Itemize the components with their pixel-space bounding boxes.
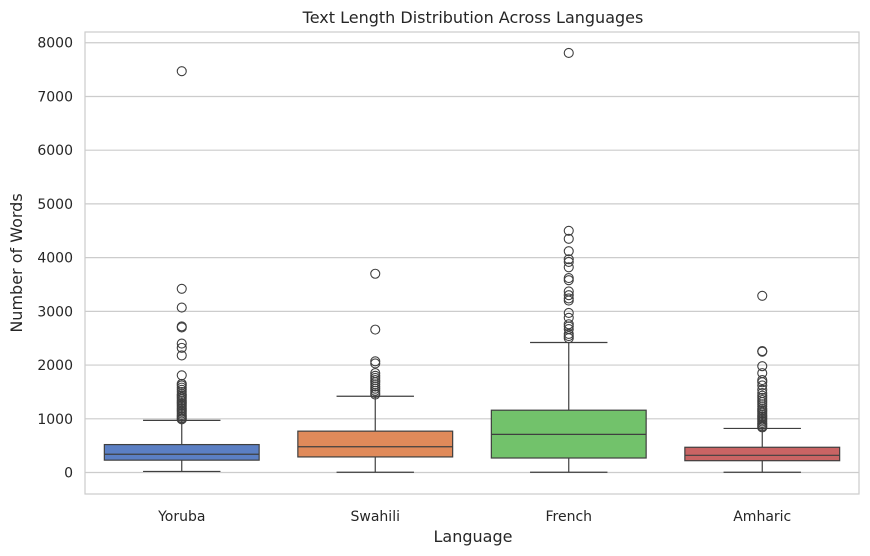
box-yoruba <box>103 66 260 473</box>
box-swahili <box>297 268 454 473</box>
x-tick-labels: Yoruba Swahili French Amharic <box>157 509 791 525</box>
outlier-point <box>563 254 574 265</box>
y-tick-label: 6000 <box>37 143 73 159</box>
y-tick-label: 7000 <box>37 89 73 105</box>
outlier-point <box>370 358 381 369</box>
outlier-point <box>370 324 381 335</box>
y-axis-label: Number of Words <box>7 193 26 332</box>
outlier-point <box>176 414 187 425</box>
y-tick-label: 4000 <box>37 251 73 267</box>
outlier-point <box>176 338 187 349</box>
y-tick-label: 0 <box>64 466 73 482</box>
x-tick-label: Yoruba <box>157 509 205 525</box>
outlier-point <box>563 246 574 257</box>
plot-frame <box>84 31 860 495</box>
outlier-point <box>176 342 187 353</box>
x-tick-label: French <box>545 509 592 525</box>
chart-title: Text Length Distribution Across Language… <box>302 8 644 27</box>
outlier-point <box>757 361 768 372</box>
outlier-point <box>757 290 768 301</box>
outlier-point <box>563 272 574 284</box>
outlier-point <box>370 356 381 367</box>
iqr-box <box>684 446 841 462</box>
outlier-point <box>563 333 574 344</box>
outlier-point <box>176 322 187 333</box>
outlier-point <box>176 66 187 77</box>
y-tick-label: 5000 <box>37 197 73 213</box>
outlier-point <box>563 331 574 342</box>
outlier-point <box>563 290 574 301</box>
y-tick-label: 3000 <box>37 304 73 320</box>
outlier-point <box>757 377 768 388</box>
outlier-point <box>176 302 187 313</box>
outlier-point <box>757 422 768 433</box>
outlier-point <box>563 233 574 244</box>
outlier-point <box>757 375 768 386</box>
outlier-point <box>563 225 574 236</box>
outlier-point <box>370 389 381 400</box>
iqr-box <box>297 430 454 458</box>
outlier-point <box>176 350 187 361</box>
x-axis-label: Language <box>434 527 513 546</box>
outlier-point <box>563 256 574 267</box>
outlier-point <box>370 268 381 279</box>
outlier-point <box>563 307 574 319</box>
outlier-point <box>563 295 574 306</box>
x-tick-label: Swahili <box>351 509 400 525</box>
outlier-point <box>176 283 187 294</box>
outlier-point <box>757 346 768 357</box>
outlier-point <box>563 321 574 332</box>
grid-lines <box>85 42 859 474</box>
iqr-box <box>103 443 260 461</box>
y-tick-label: 8000 <box>37 36 73 52</box>
box-amharic <box>684 290 841 473</box>
outlier-point <box>563 275 574 286</box>
boxes <box>103 47 841 473</box>
y-tick-labels: 0 1000 2000 3000 4000 5000 6000 7000 8000 <box>37 36 73 482</box>
outlier-point <box>176 370 187 381</box>
y-tick-label: 1000 <box>37 412 73 428</box>
x-tick-label: Amharic <box>733 509 791 525</box>
outlier-point <box>563 262 574 273</box>
box-french <box>490 47 647 473</box>
outlier-point <box>757 384 768 395</box>
outlier-point <box>757 380 768 391</box>
y-tick-label: 2000 <box>37 358 73 374</box>
outlier-point <box>563 47 574 59</box>
